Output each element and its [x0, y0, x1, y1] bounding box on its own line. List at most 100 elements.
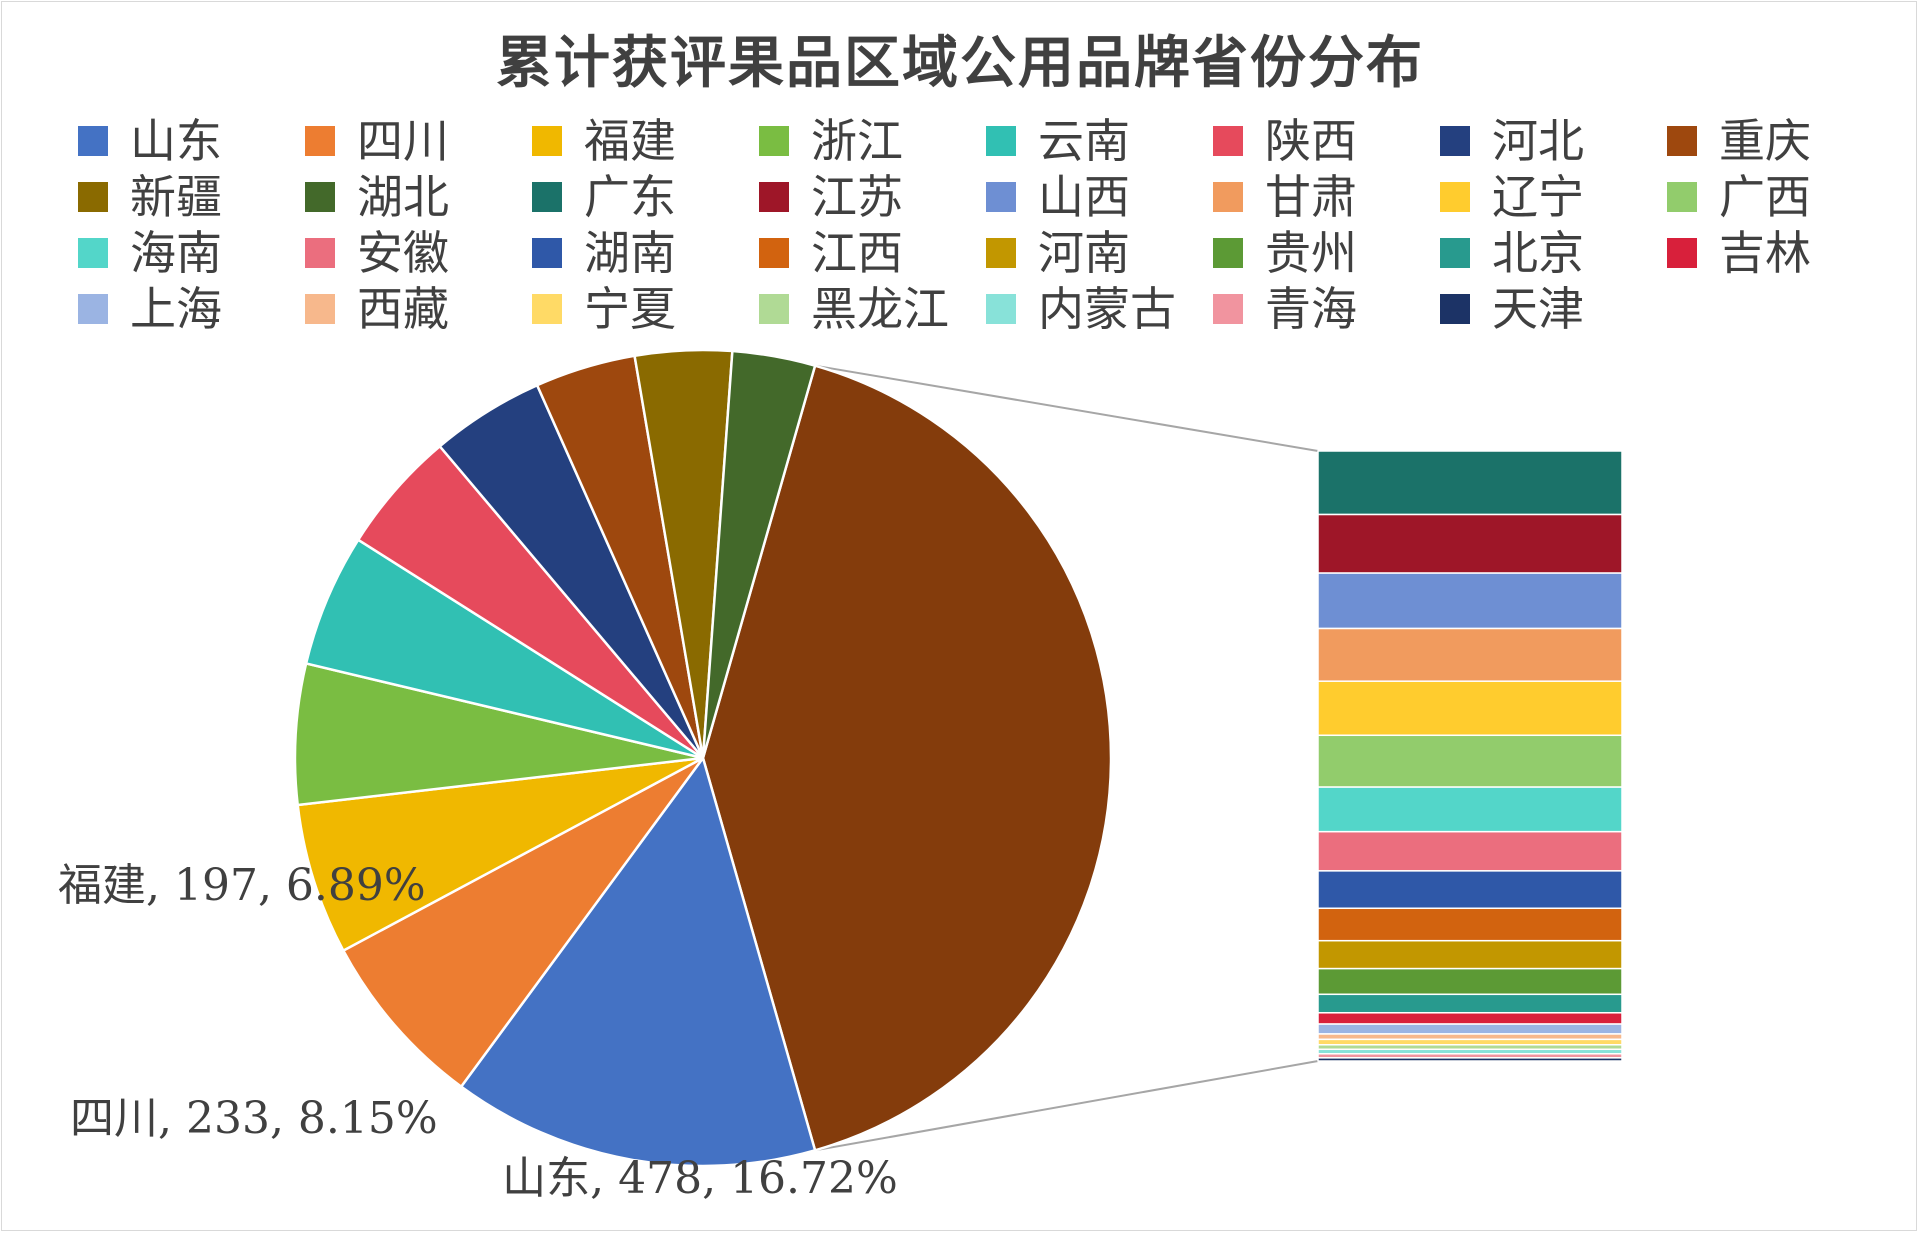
chart-title: 累计获评果品区域公用品牌省份分布 [496, 30, 1424, 96]
legend-swatch [1440, 182, 1470, 212]
bar-segment [1317, 1038, 1623, 1046]
legend-swatch [532, 294, 562, 324]
legend-item: 广东 [532, 170, 676, 224]
connector-line [814, 1060, 1319, 1152]
legend-swatch [1213, 126, 1243, 156]
bar-segment [1317, 967, 1623, 996]
legend-swatch [1440, 294, 1470, 324]
bar-segment [1317, 939, 1623, 970]
secondary-bar [1317, 450, 1623, 1062]
legend-swatch [986, 126, 1016, 156]
legend-swatch [759, 182, 789, 212]
legend-swatch [986, 294, 1016, 324]
bar-segment [1317, 680, 1623, 737]
legend-label: 北京 [1492, 226, 1584, 280]
legend-swatch [305, 294, 335, 324]
bar-segment [1317, 1033, 1623, 1041]
legend-swatch [986, 238, 1016, 268]
legend-item: 青海 [1213, 282, 1357, 336]
legend-item: 江西 [759, 226, 903, 280]
legend-label: 广东 [584, 170, 676, 224]
bar-segment [1317, 734, 1623, 788]
legend-item: 重庆 [1667, 114, 1811, 168]
bar-segment [1317, 870, 1623, 910]
legend-label: 四川 [357, 114, 449, 168]
legend-swatch [1667, 238, 1697, 268]
legend-swatch [759, 126, 789, 156]
legend-label: 安徽 [357, 226, 449, 280]
legend-label: 贵州 [1265, 226, 1357, 280]
legend-item: 广西 [1667, 170, 1811, 224]
legend-item: 江苏 [759, 170, 903, 224]
legend-label: 重庆 [1719, 114, 1811, 168]
bar-segment [1317, 1057, 1623, 1062]
legend-item: 吉林 [1667, 226, 1811, 280]
bar-segment [1317, 786, 1623, 833]
pie-slice [304, 538, 704, 760]
pie-slice [459, 755, 817, 1168]
pie-slice [341, 756, 705, 1089]
legend-item: 河北 [1440, 114, 1584, 168]
pie-slice [701, 349, 817, 759]
data-label: 山东, 478, 16.72% [502, 1153, 898, 1204]
legend-swatch [78, 126, 108, 156]
legend-item: 山东 [78, 114, 222, 168]
legend-item: 安徽 [305, 226, 449, 280]
legend-item: 上海 [78, 282, 222, 336]
bar-segment [1317, 572, 1623, 630]
pie-slice [296, 756, 704, 953]
legend-label: 山东 [130, 114, 222, 168]
legend-label: 海南 [130, 226, 222, 280]
legend-label: 内蒙古 [1038, 282, 1176, 336]
bar-segment [1317, 907, 1623, 942]
bar-segment [1317, 513, 1623, 574]
pie [293, 348, 1113, 1168]
legend-label: 湖南 [584, 226, 676, 280]
legend-label: 山西 [1038, 170, 1130, 224]
legend-swatch [1213, 182, 1243, 212]
legend-swatch [532, 126, 562, 156]
legend-swatch [1667, 182, 1697, 212]
legend-swatch [305, 126, 335, 156]
legend-label: 甘肃 [1265, 170, 1357, 224]
legend-swatch [1440, 238, 1470, 268]
legend-item: 内蒙古 [986, 282, 1176, 336]
connector-lines [814, 364, 1319, 1152]
legend-swatch [305, 182, 335, 212]
legend-swatch [759, 238, 789, 268]
legend-swatch [1213, 238, 1243, 268]
legend-item: 宁夏 [532, 282, 676, 336]
legend-item: 陕西 [1213, 114, 1357, 168]
legend-label: 黑龙江 [811, 282, 949, 336]
data-labels: 福建, 197, 6.89% 四川, 233, 8.15% 山东, 478, 16.… [58, 860, 898, 1204]
legend-swatch [532, 182, 562, 212]
bar-segment [1317, 993, 1623, 1014]
legend-label: 浙江 [811, 114, 903, 168]
legend-item: 湖北 [305, 170, 449, 224]
legend-label: 湖北 [357, 170, 449, 224]
legend-label: 上海 [130, 282, 222, 336]
legend-swatch [78, 294, 108, 324]
bar-segment [1317, 1012, 1623, 1025]
legend-item: 北京 [1440, 226, 1584, 280]
legend-item: 黑龙江 [759, 282, 949, 336]
legend-item: 福建 [532, 114, 676, 168]
legend-label: 福建 [584, 114, 676, 168]
legend-item: 河南 [986, 226, 1130, 280]
legend-item: 山西 [986, 170, 1130, 224]
bar-segment [1317, 450, 1623, 516]
legend-swatch [305, 238, 335, 268]
legend-swatch [1667, 126, 1697, 156]
legend-label: 吉林 [1719, 226, 1811, 280]
legend-swatch [78, 182, 108, 212]
legend-swatch [532, 238, 562, 268]
legend-label: 辽宁 [1492, 170, 1584, 224]
legend-label: 宁夏 [584, 282, 676, 336]
legend-item: 云南 [986, 114, 1130, 168]
legend-label: 新疆 [130, 170, 222, 224]
data-label: 福建, 197, 6.89% [58, 860, 426, 911]
legend-swatch [986, 182, 1016, 212]
legend-label: 河北 [1492, 114, 1584, 168]
